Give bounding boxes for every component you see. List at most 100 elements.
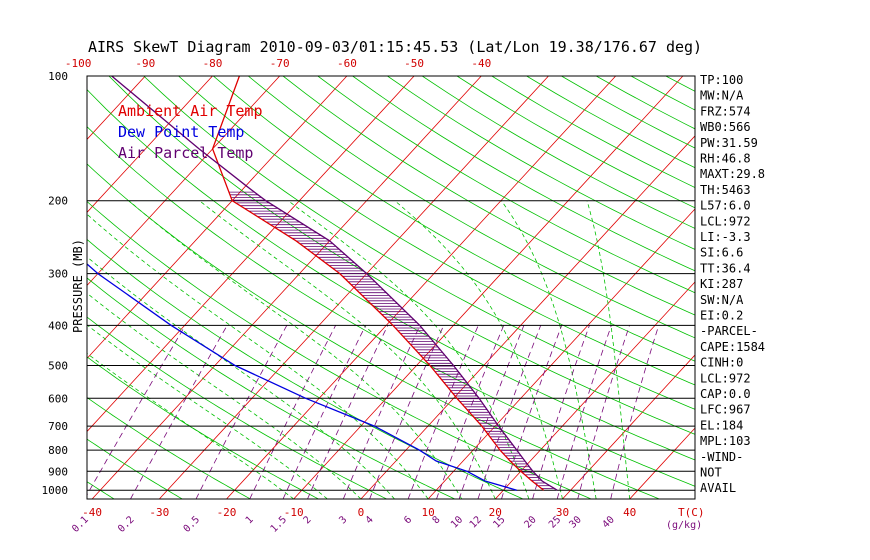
index-entry: MAXT:29.8 [700, 167, 765, 181]
index-entry: TP:100 [700, 73, 743, 87]
isobar-lines [87, 200, 695, 491]
legend-entry: Ambient Air Temp [118, 102, 263, 120]
moist-adiabat-lines [87, 200, 631, 499]
index-entry: CINH:0 [700, 356, 743, 370]
moist-adiabat-line [501, 200, 597, 499]
mixing-ratio-lines [87, 325, 660, 499]
dry-adiabat-line [178, 76, 695, 386]
pressure-tick-label: 300 [48, 268, 68, 281]
index-entry: NOT [700, 466, 722, 480]
pressure-tick-label: 400 [48, 319, 68, 332]
bottom-temperature-tick: -20 [217, 506, 237, 519]
pressure-tick-label: 800 [48, 444, 68, 457]
mixing-ratio-label: 0.2 [116, 514, 137, 535]
index-entry: FRZ:574 [700, 104, 751, 118]
mixing-ratio-label: 30 [568, 514, 584, 530]
mixing-ratio-line [577, 325, 630, 499]
isotherm-line [495, 281, 695, 499]
isotherm-line [0, 76, 11, 499]
mixing-ratio-label: 20 [522, 514, 538, 530]
isotherm-line [87, 76, 415, 433]
mixing-ratio-label: 6 [402, 514, 414, 526]
isotherm-line [764, 76, 870, 499]
dry-adiabat-line [87, 88, 695, 461]
isotherm-line [0, 76, 78, 499]
index-entry: LCL:972 [700, 371, 751, 385]
cape-hatch [228, 191, 555, 489]
pressure-tick-labels: 100 200 300 400 500 600 700 800 900 1000 [42, 70, 69, 497]
pressure-tick-label: 100 [48, 70, 68, 83]
moist-adiabat-line [128, 200, 463, 499]
legend: Ambient Air Temp Dew Point Temp Air Parcel… [118, 102, 263, 162]
index-entry: -PARCEL- [700, 324, 758, 338]
top-temperature-tick: -40 [471, 57, 491, 70]
dry-adiabat-line [213, 76, 695, 362]
mixing-ratio-label: 0.5 [182, 514, 203, 535]
isotherm-line [562, 354, 695, 499]
index-entry: SW:N/A [700, 293, 744, 307]
mixing-ratio-unit-label: (g/kg) [666, 520, 702, 531]
isotherm-line [360, 135, 695, 499]
dry-adiabat-line [526, 76, 695, 169]
moist-adiabat-line [394, 200, 563, 499]
bottom-temperature-tick: 30 [556, 506, 569, 519]
moist-adiabat-line [586, 200, 631, 499]
mixing-ratio-label: 10 [449, 514, 465, 530]
index-entry: EI:0.2 [700, 309, 743, 323]
dry-adiabat-line [770, 76, 870, 499]
index-entry: LI:-3.3 [700, 230, 751, 244]
dry-adiabat-line [456, 76, 695, 209]
mixing-ratio-line [556, 325, 612, 499]
moist-adiabat-line [87, 256, 395, 499]
dry-adiabat-line [87, 200, 592, 499]
isotherm-line [87, 76, 213, 213]
mixing-ratio-label: 2 [302, 514, 314, 526]
index-entry: SI:6.6 [700, 246, 743, 260]
top-temperature-tick: -50 [404, 57, 424, 70]
pressure-tick-label: 600 [48, 392, 68, 405]
mixing-ratio-line [436, 325, 505, 499]
bottom-temperature-tick: 40 [623, 506, 636, 519]
bottom-temperature-tick: 10 [421, 506, 434, 519]
dry-adiabat-line [87, 277, 455, 499]
isotherm-line [91, 76, 482, 499]
dry-adiabat-line [491, 76, 695, 189]
mixing-ratio-line [195, 325, 288, 499]
mixing-ratio-label: 1 [244, 514, 256, 526]
mixing-ratio-line [130, 325, 228, 499]
pressure-tick-label: 500 [48, 360, 68, 373]
index-entry: TH:5463 [700, 183, 751, 197]
air-parcel-temp-line [111, 76, 558, 491]
index-entry: WB0:566 [700, 120, 751, 134]
ambient-air-temp-line [211, 76, 545, 491]
bottom-temperature-tick: 0 [358, 506, 365, 519]
index-entry: MPL:103 [700, 434, 751, 448]
index-entry: EL:184 [700, 418, 743, 432]
mixing-ratio-line [249, 325, 336, 499]
pressure-tick-label: 200 [48, 195, 68, 208]
top-temperature-tick: -90 [135, 57, 155, 70]
dry-adiabat-line [87, 438, 183, 499]
index-entry: -WIND- [700, 450, 743, 464]
mixing-ratio-line [477, 325, 542, 499]
index-entry: L57:6.0 [700, 199, 751, 213]
index-entry: CAP:0.0 [700, 387, 751, 401]
top-temperature-tick: -100 [65, 57, 92, 70]
dry-adiabat-line [665, 76, 695, 92]
dry-adiabat-line [247, 76, 695, 339]
mixing-ratio-label: 12 [468, 514, 484, 530]
dry-adiabat-line [805, 76, 870, 499]
top-temperature-tick: -70 [270, 57, 290, 70]
pressure-tick-label: 900 [48, 465, 68, 478]
pressure-tick-label: 700 [48, 420, 68, 433]
moist-adiabat-line [199, 200, 496, 499]
mixing-ratio-line [610, 325, 660, 499]
dry-adiabat-line [387, 76, 695, 250]
bottom-temperature-tick: -30 [149, 506, 169, 519]
dry-adiabat-line [87, 316, 387, 499]
top-temperature-ticks: -100 -90 -80 -70 -60 -50 -40 [65, 57, 491, 70]
moist-adiabat-line [87, 213, 429, 499]
mixing-ratio-label: 40 [601, 514, 617, 530]
index-entry: RH:46.8 [700, 152, 751, 166]
